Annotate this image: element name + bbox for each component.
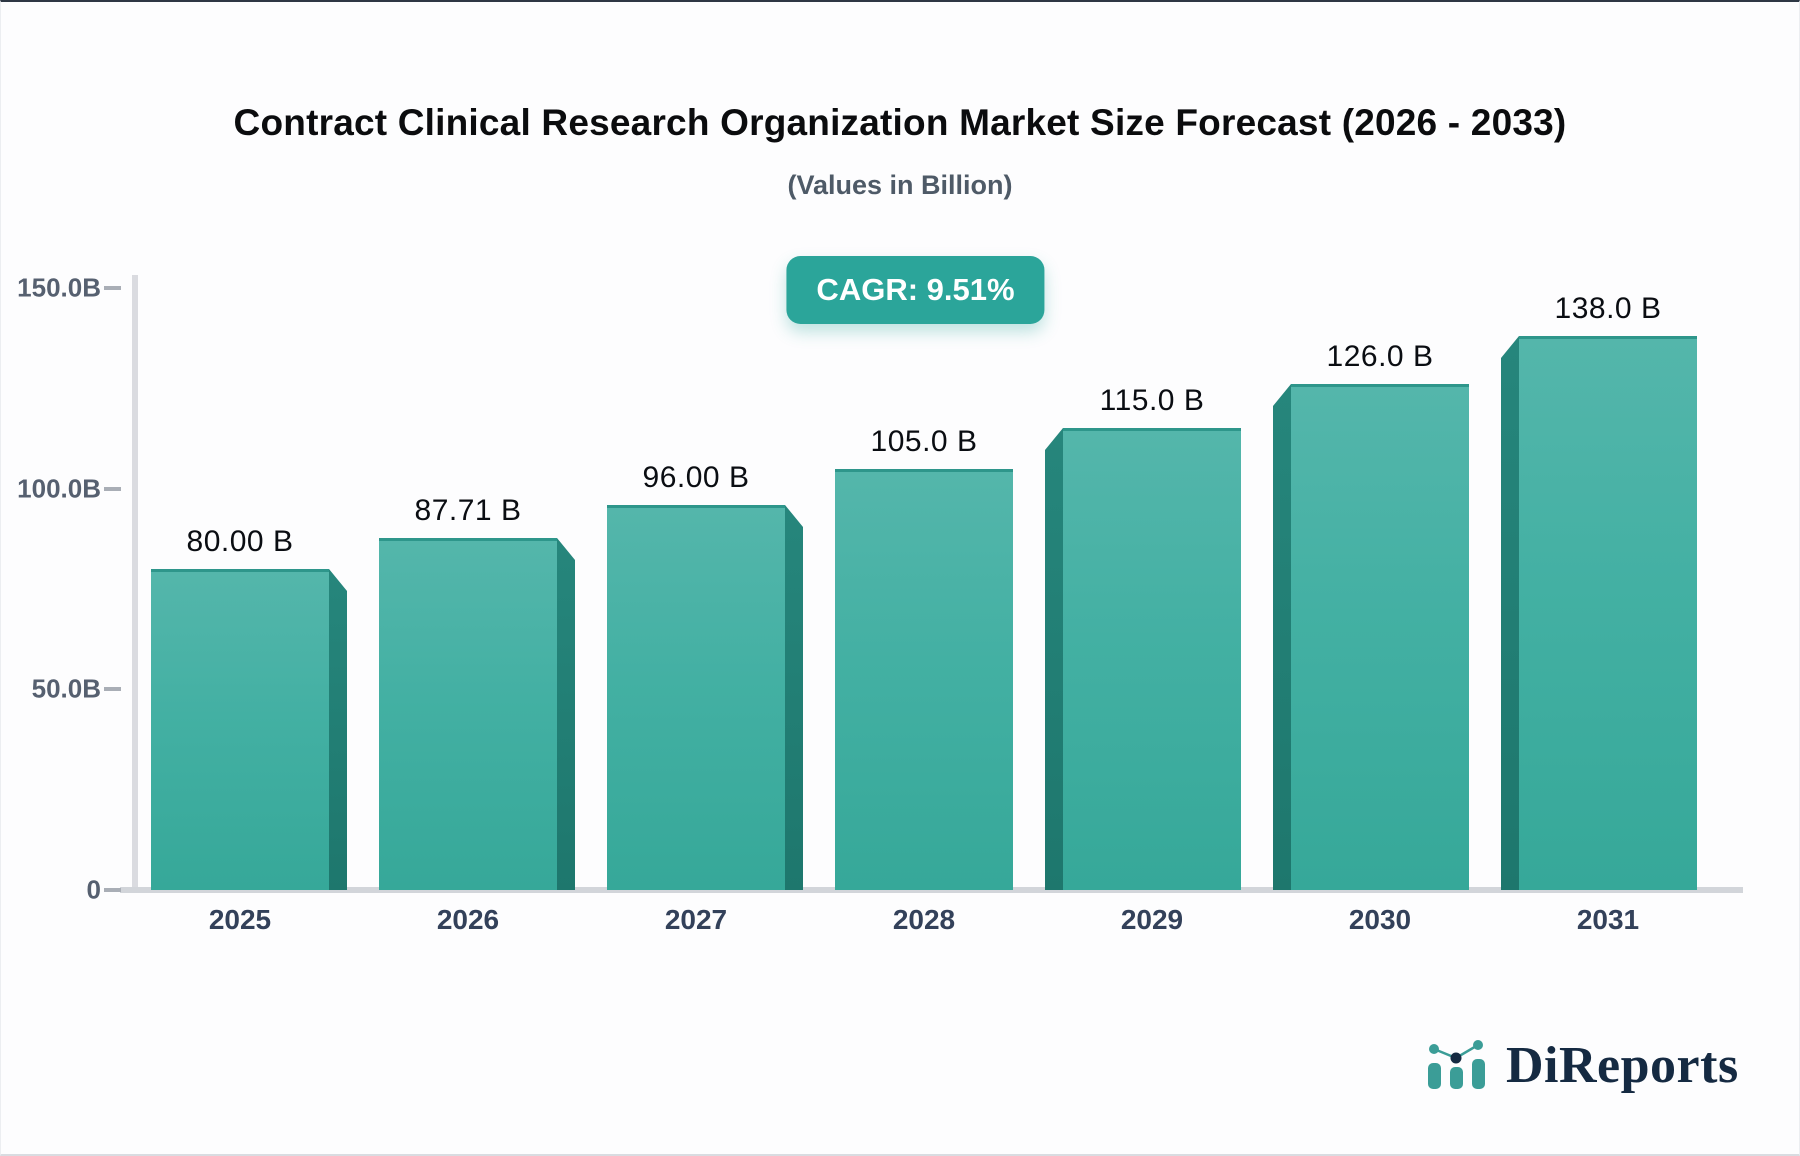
x-tick-label: 2031 [1576,904,1640,935]
x-tick-label: 2027 [664,904,728,935]
y-axis-line [132,275,138,893]
y-tick-mark [104,486,121,491]
bar-value-label: 115.0 B [1099,384,1205,417]
y-tick-mark [104,888,121,892]
brand-name: DiReports [1506,1037,1739,1094]
cagr-badge: CAGR: 9.51% [786,256,1045,324]
y-tick-label: 150.0B [17,272,101,303]
bar-value-label: 126.0 B [1326,340,1434,373]
x-tick-label: 2029 [1120,904,1184,935]
bar-2029 [1063,428,1241,890]
bar-value-label: 80.00 B [186,525,294,558]
brand-logo: DiReports [1426,1037,1739,1095]
bar-value-label: 96.00 B [642,461,750,494]
y-tick-label: 50.0B [31,673,101,704]
bar-2025 [151,569,329,890]
x-axis-baseline [120,887,1743,893]
y-tick-label: 0 [86,874,101,905]
logo-chart-icon [1428,1040,1485,1089]
bar-2027 [607,505,785,890]
x-tick-label: 2026 [436,904,500,935]
bar-3d-side [1273,384,1291,890]
chart-subtitle: (Values in Billion) [787,170,1013,200]
bar-2030 [1291,384,1469,890]
chart-title: Contract Clinical Research Organization … [233,102,1567,143]
x-tick-label: 2030 [1348,904,1412,935]
bar-2031 [1519,336,1697,890]
x-tick-label: 2025 [208,904,272,935]
bar-3d-side [1501,336,1519,890]
bar-3d-side [329,569,347,890]
y-tick-mark [104,286,121,290]
y-tick-mark [104,687,121,692]
x-tick-label: 2028 [892,904,956,935]
bar-value-label: 105.0 B [870,425,978,458]
bar-3d-side [785,505,803,890]
y-tick-label: 100.0B [17,473,101,504]
bar-3d-side [1045,428,1063,890]
bar-value-label: 138.0 B [1554,292,1662,325]
bar-2028 [835,469,1013,890]
bar-3d-side [557,538,575,890]
bar-value-label: 87.71 B [414,494,522,527]
bar-2026 [379,538,557,890]
